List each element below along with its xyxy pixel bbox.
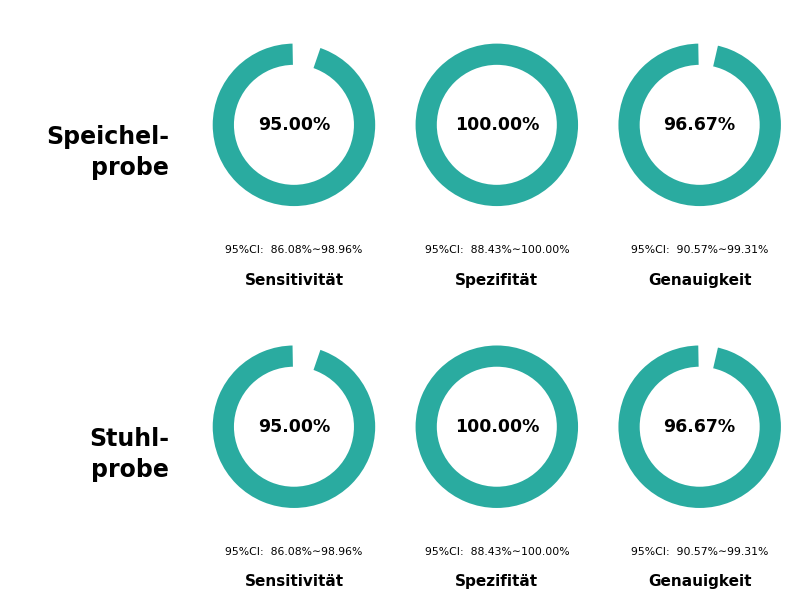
Text: Genauigkeit: Genauigkeit bbox=[648, 272, 751, 288]
Wedge shape bbox=[213, 43, 375, 206]
Wedge shape bbox=[618, 346, 781, 508]
Wedge shape bbox=[293, 39, 322, 72]
Text: Sensitivität: Sensitivität bbox=[244, 575, 343, 589]
Text: 95%CI:  86.08%∼98.96%: 95%CI: 86.08%∼98.96% bbox=[226, 245, 362, 255]
Wedge shape bbox=[698, 39, 719, 71]
Text: 95%CI:  86.08%∼98.96%: 95%CI: 86.08%∼98.96% bbox=[226, 547, 362, 556]
Text: Speichel-
probe: Speichel- probe bbox=[46, 125, 170, 180]
Text: 95%CI:  88.43%∼100.00%: 95%CI: 88.43%∼100.00% bbox=[425, 245, 569, 255]
Wedge shape bbox=[415, 43, 578, 206]
Wedge shape bbox=[698, 341, 719, 373]
Wedge shape bbox=[213, 346, 375, 508]
Text: Spezifität: Spezifität bbox=[455, 575, 538, 589]
Text: Spezifität: Spezifität bbox=[455, 272, 538, 288]
Text: 95%CI:  90.57%∼99.31%: 95%CI: 90.57%∼99.31% bbox=[631, 547, 768, 556]
Wedge shape bbox=[618, 43, 781, 206]
Text: 100.00%: 100.00% bbox=[454, 418, 539, 436]
Wedge shape bbox=[293, 341, 322, 375]
Text: Stuhl-
probe: Stuhl- probe bbox=[90, 427, 170, 482]
Text: 95%CI:  90.57%∼99.31%: 95%CI: 90.57%∼99.31% bbox=[631, 245, 768, 255]
Text: Sensitivität: Sensitivität bbox=[244, 272, 343, 288]
Text: 96.67%: 96.67% bbox=[664, 116, 736, 134]
Text: Genauigkeit: Genauigkeit bbox=[648, 575, 751, 589]
Text: 95.00%: 95.00% bbox=[258, 116, 330, 134]
Text: 95.00%: 95.00% bbox=[258, 418, 330, 436]
Wedge shape bbox=[415, 346, 578, 508]
Text: 96.67%: 96.67% bbox=[664, 418, 736, 436]
Text: 95%CI:  88.43%∼100.00%: 95%CI: 88.43%∼100.00% bbox=[425, 547, 569, 556]
Text: 100.00%: 100.00% bbox=[454, 116, 539, 134]
